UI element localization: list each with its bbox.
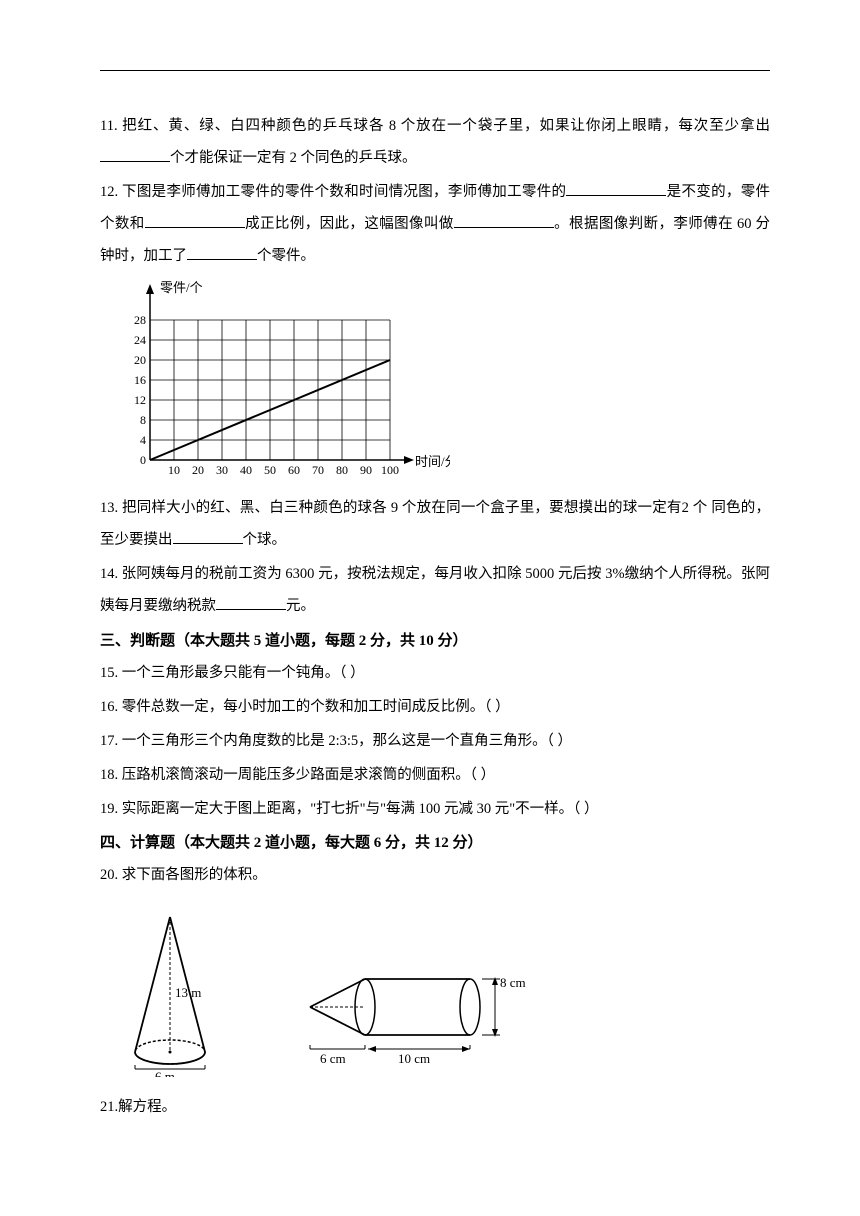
svg-text:90: 90 [360, 463, 372, 477]
q15-text: 一个三角形最多只能有一个钝角。（ ） [118, 665, 365, 681]
question-18: 18. 压路机滚筒滚动一周能压多少路面是求滚筒的侧面积。（ ） [100, 760, 770, 792]
svg-text:30: 30 [216, 463, 228, 477]
q14-blank [216, 594, 286, 610]
question-11: 11. 把红、黄、绿、白四种颜色的乒乓球各 8 个放在一个袋子里，如果让你闭上眼… [100, 111, 770, 175]
svg-text:8: 8 [140, 413, 146, 427]
x-ticks: 10 20 30 40 50 60 70 80 90 100 [168, 463, 399, 477]
svg-text:8 cm: 8 cm [500, 975, 526, 990]
question-15: 15. 一个三角形最多只能有一个钝角。（ ） [100, 658, 770, 690]
question-12: 12. 下图是李师傅加工零件的零件个数和时间情况图，李师傅加工零件的是不变的，零… [100, 177, 770, 273]
question-17: 17. 一个三角形三个内角度数的比是 2:3:5，那么这是一个直角三角形。（ ） [100, 726, 770, 758]
svg-text:6 m: 6 m [155, 1069, 175, 1077]
question-16: 16. 零件总数一定，每小时加工的个数和加工时间成反比例。（ ） [100, 692, 770, 724]
q11-text-a: 把红、黄、绿、白四种颜色的乒乓球各 8 个放在一个袋子里，如果让你闭上眼睛，每次… [118, 118, 770, 134]
svg-text:24: 24 [134, 333, 146, 347]
q17-num: 17. [100, 733, 118, 749]
svg-text:20: 20 [134, 353, 146, 367]
q12-blank-3 [454, 212, 554, 228]
cylinder-figure: 8 cm 6 cm 10 cm [290, 947, 530, 1077]
q17-text: 一个三角形三个内角度数的比是 2:3:5，那么这是一个直角三角形。（ ） [118, 733, 572, 749]
q15-num: 15. [100, 665, 118, 681]
q13-blank [173, 528, 243, 544]
q12-num: 12. [100, 184, 118, 200]
question-21: 21.解方程。 [100, 1092, 770, 1124]
svg-text:80: 80 [336, 463, 348, 477]
svg-text:60: 60 [288, 463, 300, 477]
q12-text-a: 下图是李师傅加工零件的零件个数和时间情况图，李师傅加工零件的 [118, 184, 566, 200]
q14-num: 14. [100, 566, 118, 582]
q12-blank-2 [145, 212, 245, 228]
q14-text-b: 元。 [286, 598, 315, 614]
svg-text:10 cm: 10 cm [398, 1051, 430, 1066]
svg-text:0: 0 [140, 453, 146, 467]
cone-figure: 13 m 6 m [120, 907, 230, 1077]
q11-blank [100, 146, 170, 162]
q12-text-c: 成正比例，因此，这幅图像叫做 [245, 216, 454, 232]
q12-blank-4 [187, 244, 257, 260]
q20-num: 20. [100, 867, 118, 883]
svg-text:16: 16 [134, 373, 146, 387]
figures-row: 13 m 6 m 8 cm 6 cm 10 cm [120, 907, 770, 1077]
q19-num: 19. [100, 801, 118, 817]
q18-num: 18. [100, 767, 118, 783]
q14-text-a: 张阿姨每月的税前工资为 6300 元，按税法规定，每月收入扣除 5000 元后按… [100, 566, 770, 614]
svg-text:40: 40 [240, 463, 252, 477]
x-axis-label: 时间/分 [415, 454, 450, 469]
svg-text:4: 4 [140, 433, 146, 447]
svg-text:13 m: 13 m [175, 985, 201, 1000]
line-chart-svg: 零件/个 [110, 280, 450, 480]
q21-text: 解方程。 [118, 1099, 176, 1115]
question-14: 14. 张阿姨每月的税前工资为 6300 元，按税法规定，每月收入扣除 5000… [100, 559, 770, 623]
q13-text-b: 个球。 [243, 532, 287, 548]
y-ticks: 0 4 8 12 16 20 24 28 [134, 313, 146, 467]
q19-text: 实际距离一定大于图上距离，"打七折"与"每满 100 元减 30 元"不一样。（… [118, 801, 598, 817]
question-20: 20. 求下面各图形的体积。 [100, 860, 770, 892]
q18-text: 压路机滚筒滚动一周能压多少路面是求滚筒的侧面积。（ ） [118, 767, 495, 783]
y-axis-label: 零件/个 [160, 280, 203, 295]
q12-blank-1 [566, 180, 666, 196]
q12-text-e: 个零件。 [257, 248, 315, 264]
svg-text:12: 12 [134, 393, 146, 407]
question-19: 19. 实际距离一定大于图上距离，"打七折"与"每满 100 元减 30 元"不… [100, 794, 770, 826]
q20-text: 求下面各图形的体积。 [118, 867, 267, 883]
svg-text:70: 70 [312, 463, 324, 477]
question-13: 13. 把同样大小的红、黑、白三种颜色的球各 9 个放在同一个盒子里，要想摸出的… [100, 493, 770, 557]
q13-num: 13. [100, 500, 118, 516]
section-4-header: 四、计算题（本大题共 2 道小题，每大题 6 分，共 12 分） [100, 827, 770, 860]
svg-text:28: 28 [134, 313, 146, 327]
svg-text:50: 50 [264, 463, 276, 477]
q16-num: 16. [100, 699, 118, 715]
svg-text:6 cm: 6 cm [320, 1051, 346, 1066]
q11-text-b: 个才能保证一定有 2 个同色的乒乓球。 [170, 150, 417, 166]
header-divider [100, 70, 770, 71]
svg-text:100: 100 [381, 463, 399, 477]
section-3-header: 三、判断题（本大题共 5 道小题，每题 2 分，共 10 分） [100, 625, 770, 658]
svg-text:10: 10 [168, 463, 180, 477]
chart-q12: 零件/个 [110, 280, 770, 485]
svg-text:20: 20 [192, 463, 204, 477]
q21-num: 21. [100, 1099, 118, 1115]
q16-text: 零件总数一定，每小时加工的个数和加工时间成反比例。（ ） [118, 699, 510, 715]
q11-num: 11. [100, 118, 118, 134]
